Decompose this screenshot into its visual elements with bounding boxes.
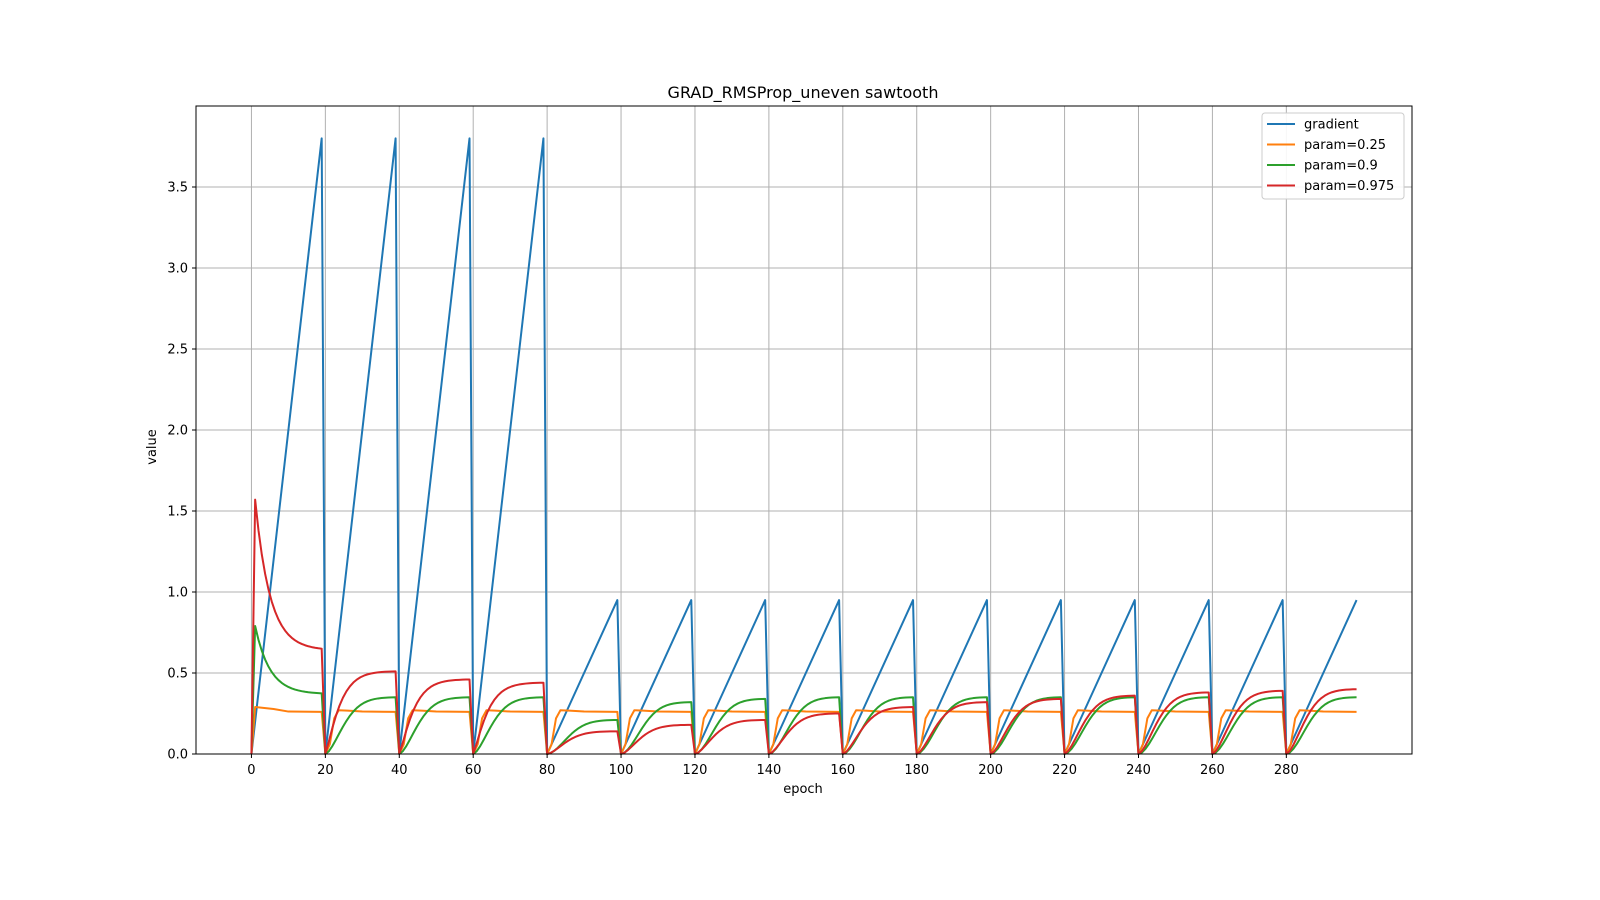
x-tick-label: 260 bbox=[1200, 763, 1225, 778]
x-tick-label: 180 bbox=[904, 763, 929, 778]
x-axis-label: epoch bbox=[783, 782, 823, 797]
y-tick-label: 0.0 bbox=[167, 748, 188, 763]
series-line-3 bbox=[250, 498, 1357, 755]
legend-entry-label: gradient bbox=[1304, 118, 1359, 133]
legend-entry-label: param=0.9 bbox=[1304, 159, 1378, 174]
y-tick-label: 1.5 bbox=[167, 505, 188, 520]
series-line-1 bbox=[250, 706, 1357, 755]
y-tick-label: 2.0 bbox=[167, 424, 188, 439]
grid-lines bbox=[196, 106, 1412, 755]
x-tick-label: 80 bbox=[539, 763, 556, 778]
x-tick-label: 0 bbox=[247, 763, 255, 778]
y-tick-label: 0.5 bbox=[167, 667, 188, 682]
x-tick-label: 140 bbox=[756, 763, 781, 778]
x-tick-label: 160 bbox=[830, 763, 855, 778]
legend-box bbox=[1261, 112, 1405, 200]
y-tick-label: 3.0 bbox=[167, 262, 188, 277]
x-tick-label: 40 bbox=[391, 763, 408, 778]
series-line-0 bbox=[250, 137, 1358, 755]
x-tick-label: 120 bbox=[683, 763, 708, 778]
series-line-2 bbox=[250, 625, 1357, 755]
axis-ticks: 0 20 40 60 80 100 120 140 160 180 200 220 240 260 280 0… bbox=[167, 181, 1412, 778]
y-tick-label: 3.5 bbox=[167, 181, 188, 196]
x-tick-label: 100 bbox=[609, 763, 634, 778]
y-tick-label: 2.5 bbox=[167, 343, 188, 358]
chart-title: GRAD_RMSProp_uneven sawtooth bbox=[668, 83, 939, 103]
x-tick-label: 60 bbox=[465, 763, 482, 778]
legend-entry-label: param=0.975 bbox=[1304, 179, 1394, 194]
series-lines bbox=[250, 137, 1358, 755]
legend: gradient param=0.25 param=0.9 param=0.975 bbox=[1261, 112, 1405, 200]
x-tick-label: 200 bbox=[978, 763, 1003, 778]
legend-entry-label: param=0.25 bbox=[1304, 138, 1386, 153]
y-axis-label: value bbox=[145, 429, 160, 465]
y-tick-label: 1.0 bbox=[167, 586, 188, 601]
x-tick-label: 240 bbox=[1126, 763, 1151, 778]
x-tick-label: 220 bbox=[1052, 763, 1077, 778]
x-tick-label: 280 bbox=[1274, 763, 1299, 778]
x-tick-label: 20 bbox=[317, 763, 334, 778]
